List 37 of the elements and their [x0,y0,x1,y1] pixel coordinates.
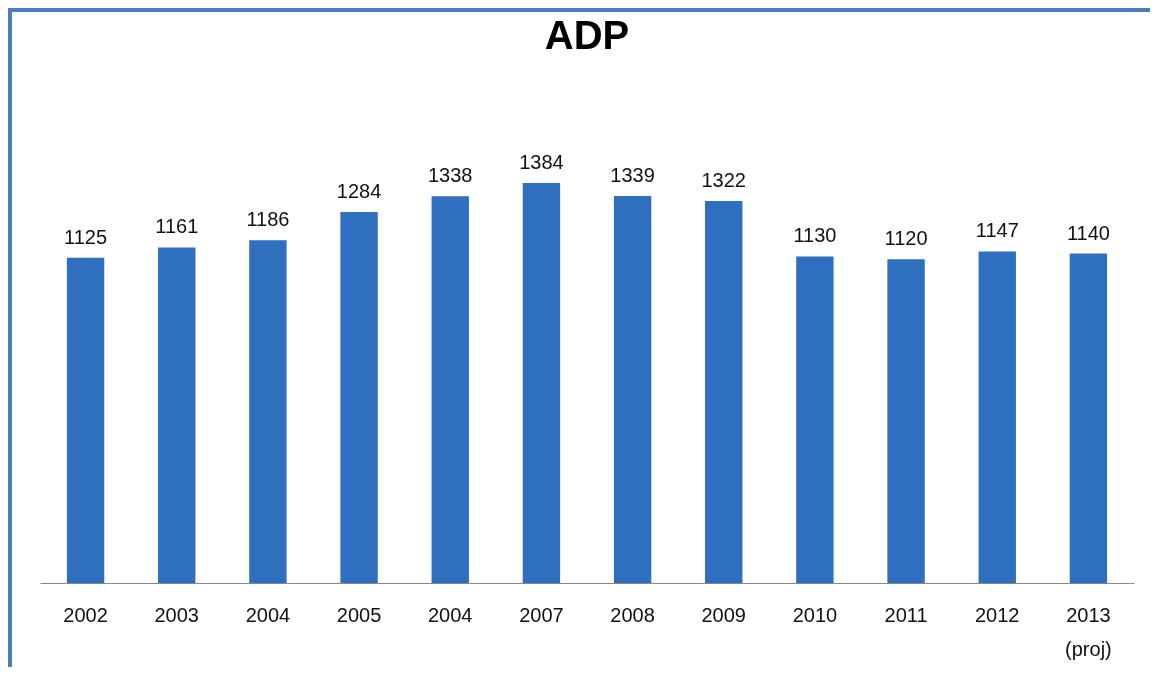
data-label: 1384 [519,151,564,173]
x-tick-label: 2008 [610,603,655,626]
bar [522,183,561,583]
data-label: 1140 [1066,221,1110,244]
bar [613,196,652,583]
x-tick-label: 2012 [975,603,1020,626]
bar [249,240,287,583]
data-label: 1120 [884,227,928,250]
bar [158,247,196,583]
data-label: 1186 [246,208,290,231]
x-tick-label: 2004 [428,603,473,626]
data-label: 1147 [975,219,1019,242]
x-tick-label: 2002 [63,603,108,626]
data-label: 1322 [701,168,746,191]
data-label: 1125 [64,225,108,248]
data-label: 1161 [155,215,199,238]
x-tick-label: 2009 [701,603,746,626]
x-tick-label: 2010 [792,603,838,626]
x-tick-label: 2005 [336,603,382,626]
x-tick-label: 2007 [519,603,564,626]
data-label: 1339 [610,164,655,187]
data-label: 1284 [336,179,382,202]
bar [431,196,469,583]
x-tick-label: 2013 (proj) [1065,603,1112,660]
bar [340,211,378,583]
data-label: 1130 [793,224,837,247]
chart-title: ADP [544,13,630,57]
x-tick-label: 2011 [884,603,928,626]
bar [66,257,105,583]
bar [1069,253,1108,583]
data-label: 1338 [428,164,473,187]
bar [978,251,1016,583]
bar [705,200,743,583]
x-tick-label: 2003 [154,603,199,626]
bar [887,259,925,583]
bar [796,256,834,583]
x-tick-label: 2004 [245,603,291,626]
